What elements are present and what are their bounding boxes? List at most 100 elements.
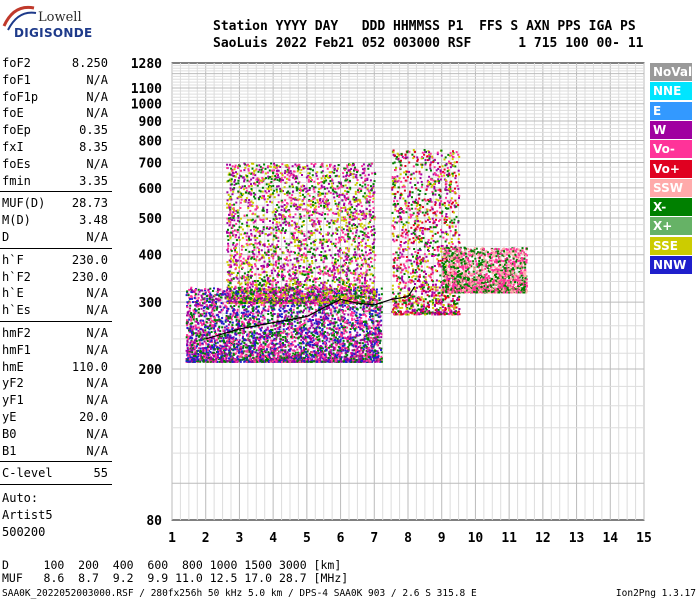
echo-pixel: [348, 357, 351, 360]
echo-pixel: [351, 349, 354, 352]
echo-pixel: [351, 326, 354, 329]
param-value: N/A: [86, 342, 108, 357]
echo-pixel: [351, 206, 354, 209]
echo-pixel: [343, 332, 346, 335]
echo-pixel: [258, 357, 261, 360]
echo-pixel: [271, 350, 274, 352]
param-value: 110.0: [71, 359, 108, 374]
echo-pixel: [201, 313, 204, 315]
echo-pixel: [307, 287, 310, 290]
echo-pixel: [191, 327, 194, 330]
echo-pixel: [360, 357, 363, 360]
echo-pixel: [185, 336, 188, 339]
echo-pixel: [244, 313, 247, 316]
echo-pixel: [323, 325, 326, 328]
echo-pixel: [325, 224, 328, 227]
echo-pixel: [278, 328, 281, 331]
echo-pixel: [376, 308, 379, 310]
echo-pixel: [322, 330, 325, 333]
echo-pixel: [255, 342, 258, 344]
echo-pixel: [265, 359, 268, 362]
echo-pixel: [290, 358, 293, 361]
echo-pixel: [275, 342, 278, 345]
echo-pixel: [188, 318, 191, 321]
param-row: foF2 8.250: [2, 56, 110, 72]
echo-pixel: [188, 329, 190, 332]
echo-pixel: [230, 326, 233, 329]
echo-pixel: [206, 317, 209, 320]
echo-pixel: [327, 360, 330, 363]
echo-pixel: [222, 340, 225, 343]
echo-pixel: [298, 325, 301, 328]
param-value: N/A: [86, 230, 108, 244]
echo-pixel: [260, 326, 263, 329]
echo-pixel: [358, 325, 361, 328]
echo-pixel: [209, 292, 212, 295]
echo-pixel: [208, 328, 211, 331]
echo-pixel: [366, 337, 369, 340]
echo-pixel: [358, 350, 361, 353]
echo-pixel: [292, 216, 295, 219]
echo-pixel: [274, 343, 277, 346]
echo-pixel: [290, 287, 293, 290]
echo-pixel: [257, 356, 260, 359]
echo-pixel: [253, 341, 256, 344]
echo-pixel: [355, 358, 358, 361]
echo-pixel: [329, 344, 332, 347]
echo-pixel: [377, 330, 380, 333]
echo-pixel: [237, 326, 240, 329]
echo-pixel: [226, 334, 229, 337]
echo-pixel: [208, 305, 211, 308]
echo-pixel: [375, 301, 378, 304]
echo-pixel: [285, 332, 288, 335]
echo-pixel: [275, 216, 278, 219]
echo-pixel: [377, 322, 380, 325]
echo-pixel: [300, 342, 302, 345]
echo-pixel: [335, 336, 337, 339]
echo-pixel: [267, 308, 270, 311]
echo-pixel: [337, 324, 340, 327]
echo-pixel: [302, 329, 305, 332]
echo-pixel: [352, 312, 354, 315]
echo-pixel: [230, 344, 233, 347]
echo-pixel: [325, 315, 328, 318]
echo-pixel: [354, 360, 357, 363]
echo-pixel: [313, 330, 316, 333]
echo-pixel: [204, 324, 207, 327]
param-row: h`Es N/A: [2, 303, 110, 319]
echo-pixel: [201, 324, 204, 327]
echo-pixel: [292, 356, 295, 358]
echo-pixel: [281, 356, 284, 359]
echo-pixel: [347, 198, 350, 201]
echo-pixel: [192, 325, 195, 328]
echo-pixel: [295, 345, 297, 348]
echo-pixel: [214, 354, 217, 357]
echo-pixel: [233, 347, 236, 350]
echo-pixel: [284, 349, 287, 352]
echo-pixel: [228, 345, 231, 348]
echo-pixel: [339, 349, 342, 352]
echo-pixel: [269, 336, 271, 339]
echo-pixel: [286, 323, 289, 325]
echo-pixel: [238, 266, 241, 269]
echo-pixel: [223, 355, 226, 358]
echo-pixel: [228, 349, 230, 352]
echo-pixel: [279, 310, 282, 312]
echo-pixel: [347, 358, 350, 361]
echo-pixel: [193, 358, 196, 361]
echo-pixel: [190, 340, 193, 343]
echo-pixel: [353, 352, 356, 355]
echo-pixel: [230, 316, 232, 319]
echo-pixel: [370, 248, 373, 251]
echo-pixel: [330, 359, 333, 362]
echo-pixel: [290, 314, 293, 316]
echo-pixel: [332, 187, 335, 190]
echo-pixel: [252, 337, 255, 340]
echo-pixel: [368, 307, 371, 310]
echo-pixel: [295, 315, 298, 318]
echo-pixel: [307, 355, 310, 358]
echo-pixel: [350, 357, 353, 360]
echo-pixel: [257, 309, 260, 312]
param-value: N/A: [86, 89, 108, 104]
echo-pixel: [186, 334, 189, 337]
